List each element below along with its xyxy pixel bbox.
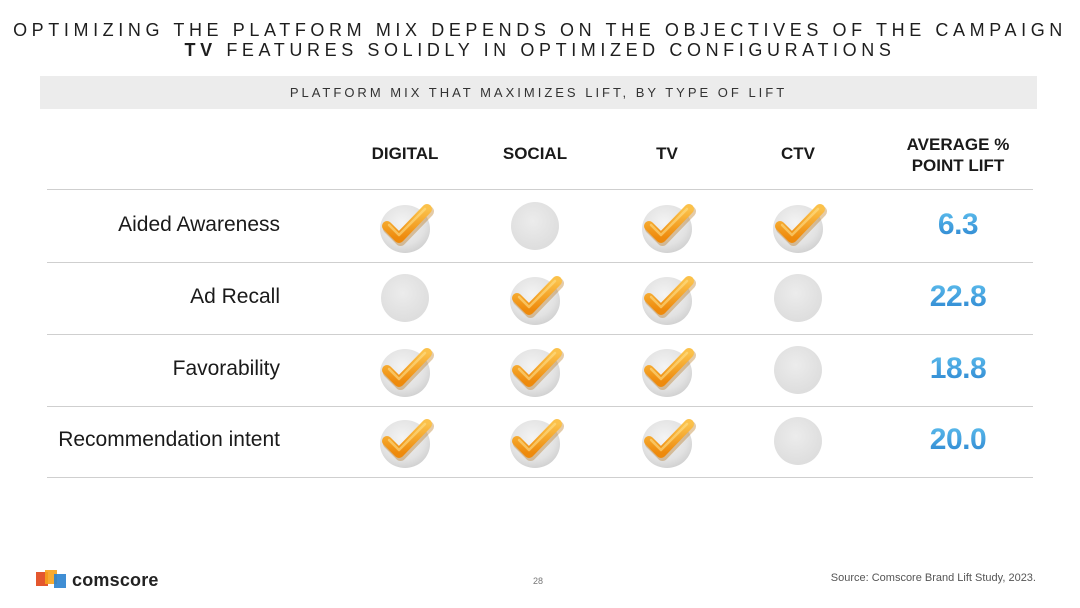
slide-title-line-2: TV FEATURES SOLIDLY IN OPTIMIZED CONFIGU… xyxy=(0,40,1080,60)
row-label: Aided Awareness xyxy=(118,213,280,236)
column-header-ctv: CTV xyxy=(781,144,815,163)
slide-title-emphasis: TV xyxy=(184,40,217,60)
check-icon xyxy=(637,340,697,400)
empty-circle-icon xyxy=(768,340,828,400)
empty-circle-icon xyxy=(768,411,828,471)
row-divider xyxy=(47,406,1033,407)
check-icon xyxy=(768,196,828,256)
row-label: Recommendation intent xyxy=(58,428,280,451)
check-icon xyxy=(375,196,435,256)
comscore-logo-icon xyxy=(36,570,66,588)
check-icon xyxy=(375,340,435,400)
average-lift-value: 6.3 xyxy=(883,208,1033,242)
comscore-logo: comscore xyxy=(32,566,182,594)
empty-circle-icon xyxy=(375,268,435,328)
page-number: 28 xyxy=(532,576,543,586)
slide-title-line-1: OPTIMIZING THE PLATFORM MIX DEPENDS ON T… xyxy=(13,20,1067,40)
section-subtitle-bar: PLATFORM MIX THAT MAXIMIZES LIFT, BY TYP… xyxy=(40,76,1037,109)
empty-circle-icon xyxy=(768,268,828,328)
column-header-tv: TV xyxy=(656,144,678,163)
average-lift-value: 20.0 xyxy=(883,423,1033,457)
row-divider xyxy=(47,334,1033,335)
row-label: Ad Recall xyxy=(190,285,280,308)
check-icon xyxy=(637,411,697,471)
row-divider xyxy=(47,189,1033,190)
row-divider xyxy=(47,477,1033,478)
slide-title: OPTIMIZING THE PLATFORM MIX DEPENDS ON T… xyxy=(0,20,1080,60)
brand-name: comscore xyxy=(72,570,159,590)
check-icon xyxy=(505,411,565,471)
check-icon xyxy=(505,268,565,328)
column-header-average-lift-line-2: POINT LIFT xyxy=(911,156,1005,175)
average-lift-value: 18.8 xyxy=(883,352,1033,386)
check-icon xyxy=(637,268,697,328)
average-lift-value: 22.8 xyxy=(883,280,1033,314)
check-icon xyxy=(505,340,565,400)
row-label: Favorability xyxy=(172,357,280,380)
check-icon xyxy=(637,196,697,256)
column-header-social: SOCIAL xyxy=(502,144,568,163)
source-note: Source: Comscore Brand Lift Study, 2023. xyxy=(830,572,1036,584)
column-header-digital: DIGITAL xyxy=(371,144,439,163)
slide-title-line-2-rest: FEATURES SOLIDLY IN OPTIMIZED CONFIGURAT… xyxy=(216,40,896,60)
column-header-average-lift-line-1: AVERAGE % xyxy=(906,135,1010,154)
empty-circle-icon xyxy=(505,196,565,256)
column-header-average-lift: AVERAGE % POINT LIFT xyxy=(873,134,1043,176)
section-subtitle: PLATFORM MIX THAT MAXIMIZES LIFT, BY TYP… xyxy=(289,85,788,100)
check-icon xyxy=(375,411,435,471)
row-divider xyxy=(47,262,1033,263)
